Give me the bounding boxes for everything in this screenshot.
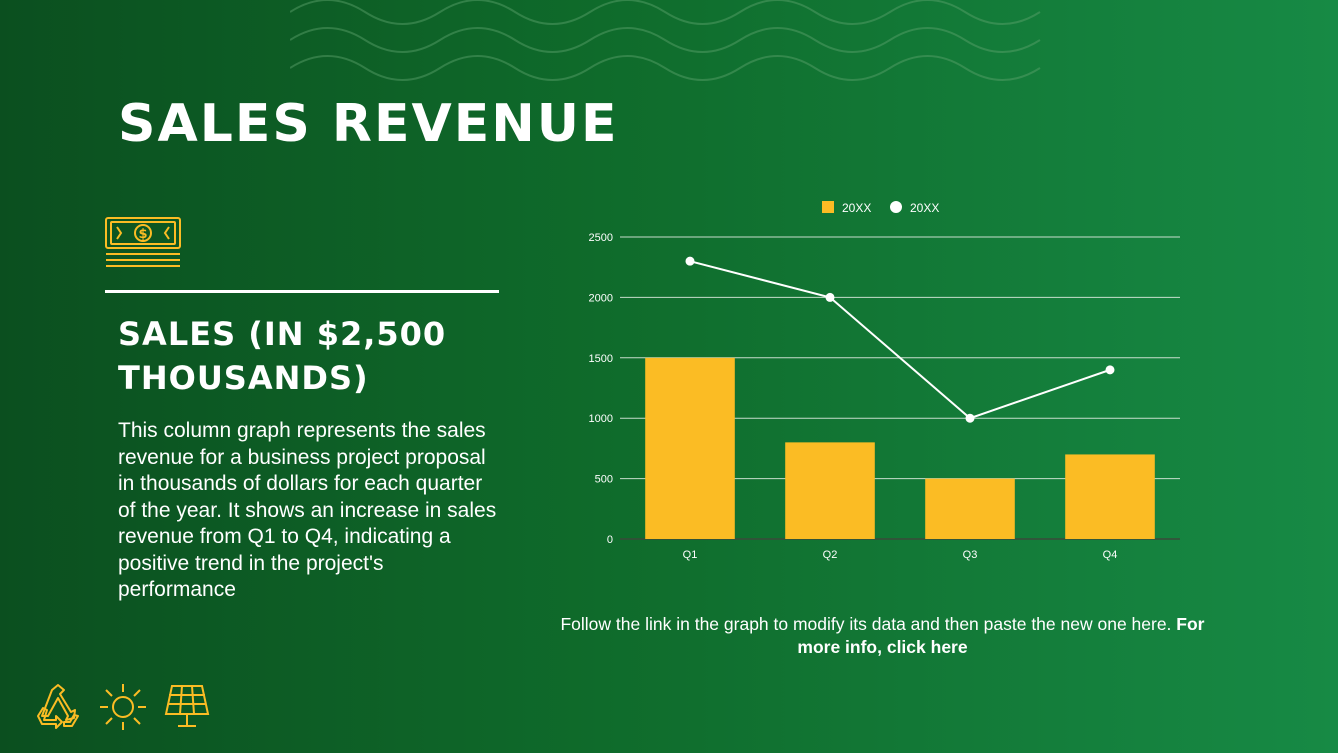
y-tick-label: 500 bbox=[595, 474, 613, 486]
y-tick-label: 2000 bbox=[589, 292, 613, 304]
money-bill-icon: $ bbox=[105, 217, 181, 267]
note: Follow the link in the graph to modify i… bbox=[540, 613, 1225, 659]
svg-text:$: $ bbox=[138, 227, 147, 242]
x-tick-label: Q4 bbox=[1103, 549, 1118, 561]
line-point bbox=[965, 413, 975, 423]
solar-panel-icon bbox=[164, 685, 210, 727]
note-text: Follow the link in the graph to modify i… bbox=[560, 614, 1172, 634]
bar bbox=[1065, 454, 1155, 539]
line-point bbox=[1105, 365, 1115, 375]
recycle-icon bbox=[37, 684, 79, 729]
x-tick-label: Q2 bbox=[823, 549, 838, 561]
y-tick-label: 2500 bbox=[589, 232, 613, 244]
x-tick-label: Q1 bbox=[683, 549, 698, 561]
y-tick-label: 0 bbox=[607, 534, 613, 546]
legend-label: 20XX bbox=[910, 201, 939, 215]
legend-label: 20XX bbox=[842, 201, 871, 215]
more-info-link[interactable]: For more info, click here bbox=[797, 614, 1205, 657]
line-series bbox=[689, 260, 1111, 420]
y-tick-label: 1500 bbox=[589, 353, 613, 365]
legend-swatch-bar bbox=[822, 201, 834, 213]
x-tick-label: Q3 bbox=[963, 549, 978, 561]
line-point bbox=[685, 256, 695, 266]
bar bbox=[925, 478, 1015, 539]
bottom-icons bbox=[34, 682, 210, 732]
bar bbox=[645, 357, 735, 539]
line-point bbox=[825, 292, 835, 302]
sun-icon bbox=[100, 684, 146, 730]
wave-decoration bbox=[290, 0, 1041, 81]
legend-swatch-line bbox=[890, 201, 902, 213]
revenue-chart[interactable]: 0 500 1000 1500 2000 2500 Q1 Q2 Q3 Q4 20XX 20XX bbox=[560, 195, 1200, 565]
bar bbox=[785, 442, 875, 539]
description-text: This column graph represents the sales r… bbox=[118, 419, 497, 601]
section-subtitle: SALES (IN $2,500 THOUSANDS) bbox=[118, 315, 447, 397]
divider bbox=[105, 290, 499, 293]
y-tick-label: 1000 bbox=[589, 413, 613, 425]
slide-title: SALES REVENUE bbox=[118, 94, 619, 154]
